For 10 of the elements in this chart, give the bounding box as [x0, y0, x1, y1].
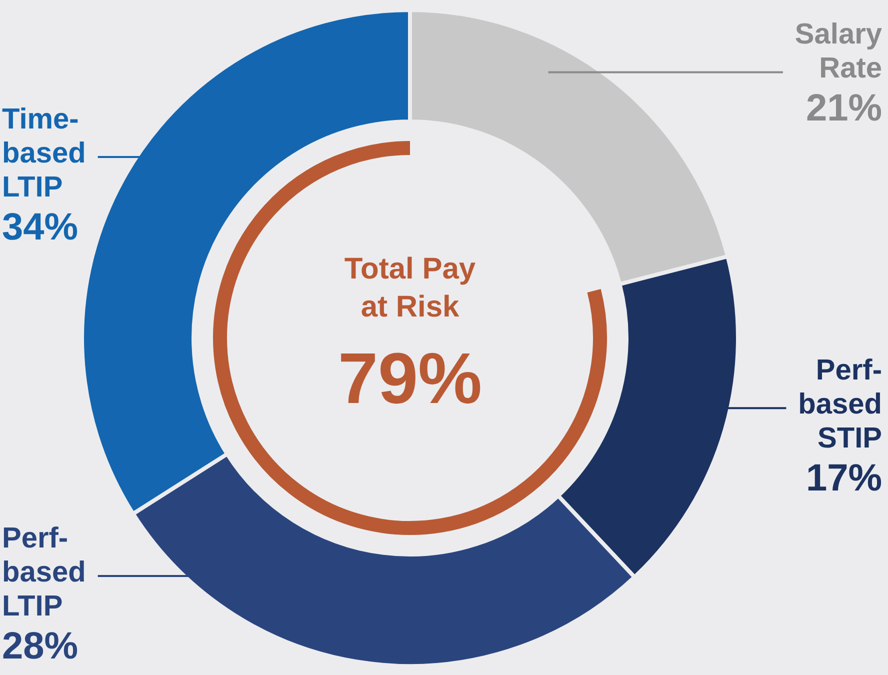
slice-label: Time-based LTIP: [2, 104, 86, 204]
data-label: 21%: [806, 88, 882, 130]
data-label: 17%: [806, 458, 882, 500]
slice-label: Perf-based LTIP: [2, 522, 86, 622]
slice-label: Perf-based STIP: [798, 354, 882, 455]
data-label: 28%: [2, 625, 78, 668]
text: Total Pay at Risk: [344, 252, 476, 324]
data-label: 34%: [2, 206, 78, 249]
text: 79%: [338, 338, 482, 419]
slice-label: Salary Rate: [794, 18, 882, 85]
